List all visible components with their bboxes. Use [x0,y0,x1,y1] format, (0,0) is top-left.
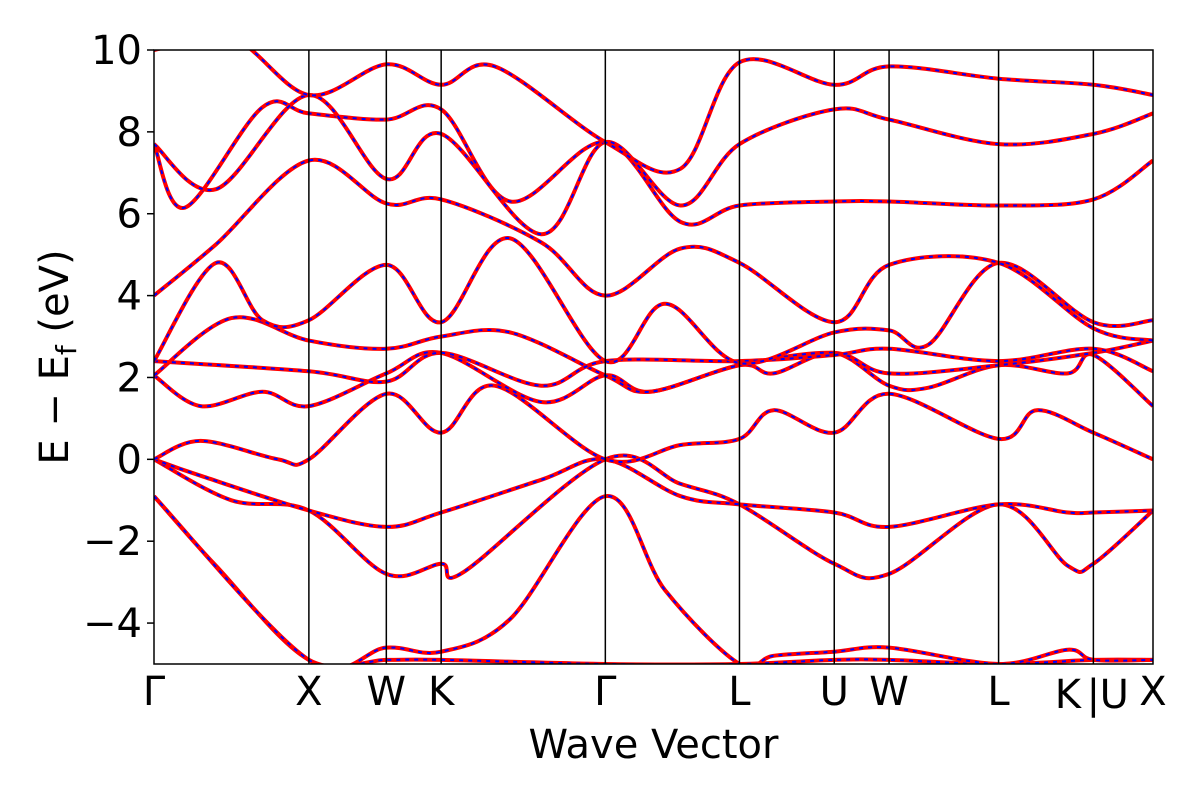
x-tick-label-Γ: Γ [594,669,617,715]
band-2-solid [154,494,1153,664]
x-tick-label-X: X [1139,669,1166,715]
x-tick-label-K: K [428,669,456,715]
y-tick-label: −4 [83,601,142,647]
band-2-dashed [154,495,1153,664]
x-tick-label-U: U [820,669,849,715]
x-tick-label-K: K [1055,672,1083,718]
x-tick-label-W: W [869,669,909,715]
x-tick-label-U: U [1100,672,1129,718]
y-tick-label: 10 [91,28,142,74]
k-point-lines [308,50,1095,664]
y-tick-label: 8 [117,110,142,156]
band-11-dashed [154,100,1153,226]
plot-frame [153,49,1154,665]
y-axis-label-unit: (eV) [32,249,78,345]
band-8-solid [154,346,1153,388]
x-axis-label: Wave Vector [529,722,780,768]
band-4-solid [154,457,1153,529]
band-13-dashed [154,50,1153,174]
band-3-dashed [154,454,1153,580]
x-tick-label-|: | [1087,672,1100,718]
x-ticks: Γ X W K Γ L U W L K | U X [143,669,1167,718]
x-tick-label-X: X [295,669,322,715]
band-10-dashed [154,158,1153,342]
x-tick-label-L: L [728,669,751,715]
band-7-dashed [154,316,1153,393]
y-ticks: 10 8 6 4 2 0 −2 −4 [83,28,154,647]
y-axis-label: E − Ef (eV) [32,249,83,464]
band-5-solid [154,383,1153,467]
y-tick-label: 6 [117,192,142,238]
x-tick-label-L: L [987,669,1010,715]
band-12-dashed [154,93,1153,236]
band-1-solid [154,494,1153,664]
x-tick-label-W: W [367,669,407,715]
y-tick-label: 2 [117,355,142,401]
y-tick-label: −2 [83,519,142,565]
band-1-dashed [154,495,1153,664]
band-13-solid [154,50,1153,175]
band-9-dashed [154,237,1153,365]
band-3-solid [154,453,1153,581]
y-tick-label: 4 [117,274,142,320]
band-12-solid [154,92,1153,237]
x-tick-label-Γ: Γ [143,669,166,715]
y-axis-label-sub: f [50,344,83,355]
band-7-solid [154,315,1153,394]
bands-layer [154,50,1153,664]
y-axis-label-main: E − E [32,355,78,465]
band-9-solid [154,236,1153,366]
band-8-dashed [154,347,1153,387]
y-tick-label: 0 [117,437,142,483]
